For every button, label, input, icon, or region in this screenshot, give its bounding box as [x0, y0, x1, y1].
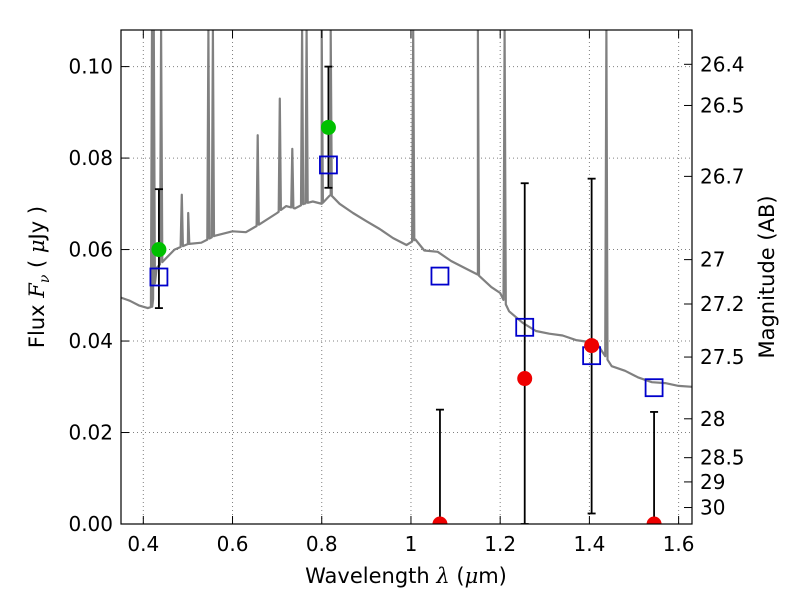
right-tick-label: 26.7 — [700, 164, 745, 188]
detection-point — [151, 242, 167, 258]
x-tick-label: 0.6 — [217, 532, 249, 556]
right-tick-label: 27.5 — [700, 345, 745, 369]
x-tick-label: 1.4 — [573, 532, 605, 556]
detection-point — [432, 516, 448, 524]
y-tick-label: 0.08 — [68, 146, 113, 170]
x-axis-label: Wavelength λ (μm) — [305, 564, 507, 588]
y-axis-left-label: Flux Fν ( μJy ) — [25, 206, 53, 348]
right-tick-label: 27.2 — [700, 292, 745, 316]
y-tick-label: 0.06 — [68, 238, 113, 262]
detection-point — [320, 119, 336, 135]
right-tick-label: 29 — [700, 470, 725, 494]
right-tick-label: 26.5 — [700, 93, 745, 117]
model-point — [644, 378, 664, 398]
right-tick-label: 28 — [700, 407, 725, 431]
x-tick-label: 1.6 — [663, 532, 695, 556]
x-tick-label: 1 — [405, 532, 418, 556]
model-points-layer — [149, 155, 664, 398]
right-tick-label: 30 — [700, 496, 725, 520]
detection-point — [584, 338, 600, 354]
model-point — [319, 155, 338, 175]
model-point — [149, 267, 169, 287]
spectrum-line — [121, 30, 692, 388]
model-point — [430, 266, 450, 286]
right-tick-label: 27 — [700, 248, 725, 272]
y-axis-left-ticks: 0.00 0.02 0.04 0.06 0.08 0.10 — [68, 55, 129, 536]
x-tick-label: 0.4 — [127, 532, 159, 556]
detection-point — [517, 371, 533, 387]
x-tick-label: 0.8 — [306, 532, 338, 556]
right-tick-label: 28.5 — [700, 446, 745, 470]
plot-frame — [120, 29, 693, 525]
right-tick-label: 26.4 — [700, 52, 745, 76]
y-tick-label: 0.10 — [68, 55, 113, 79]
y-tick-label: 0.00 — [68, 512, 113, 536]
errorbar-layer — [154, 65, 659, 524]
y-tick-label: 0.02 — [68, 421, 113, 445]
y-axis-right-label: Magnitude (AB) — [755, 195, 779, 358]
spectrum-layer — [121, 30, 692, 388]
y-tick-label: 0.04 — [68, 329, 113, 353]
detection-points-layer — [151, 119, 662, 524]
model-point — [515, 317, 535, 337]
x-tick-label: 1.2 — [484, 532, 516, 556]
x-axis-ticks: 0.4 0.6 0.8 1 1.2 1.4 1.6 — [127, 30, 695, 556]
detection-point — [646, 516, 662, 524]
